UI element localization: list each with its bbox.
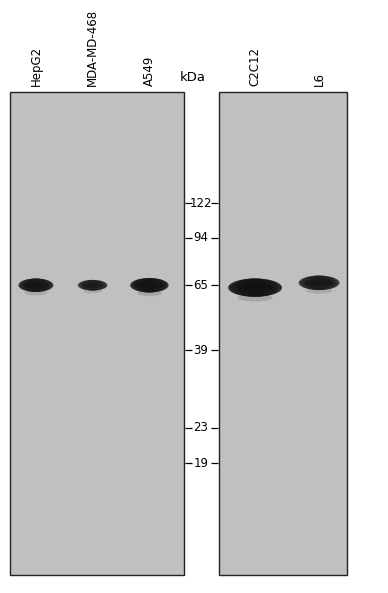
Text: 19: 19 [194, 457, 208, 470]
Ellipse shape [82, 283, 103, 288]
Text: C2C12: C2C12 [249, 47, 262, 86]
Ellipse shape [19, 279, 54, 292]
Bar [10, 92, 184, 575]
Text: A549: A549 [143, 56, 156, 86]
Ellipse shape [84, 280, 102, 291]
Ellipse shape [24, 282, 48, 289]
Ellipse shape [22, 279, 50, 292]
Ellipse shape [81, 280, 104, 291]
Ellipse shape [82, 280, 103, 291]
Ellipse shape [78, 280, 107, 291]
Text: 23: 23 [194, 421, 208, 434]
Text: 94: 94 [194, 231, 208, 244]
Ellipse shape [137, 291, 162, 296]
Text: HepG2: HepG2 [29, 46, 42, 86]
Ellipse shape [136, 278, 163, 292]
Text: MDA-MD-468: MDA-MD-468 [86, 9, 99, 86]
Ellipse shape [303, 276, 336, 290]
Ellipse shape [236, 283, 274, 292]
Ellipse shape [228, 279, 282, 297]
Ellipse shape [79, 280, 106, 291]
Ellipse shape [231, 279, 279, 297]
Bar [219, 92, 347, 575]
Ellipse shape [237, 294, 272, 301]
Ellipse shape [236, 279, 274, 297]
Text: 65: 65 [194, 279, 208, 292]
Ellipse shape [306, 288, 333, 294]
Ellipse shape [24, 290, 47, 295]
Ellipse shape [239, 279, 271, 297]
Ellipse shape [307, 276, 331, 290]
Ellipse shape [20, 279, 52, 292]
Ellipse shape [83, 289, 102, 293]
Ellipse shape [138, 278, 161, 292]
Text: 122: 122 [190, 196, 212, 209]
Ellipse shape [305, 279, 333, 286]
Ellipse shape [24, 279, 48, 292]
Ellipse shape [134, 278, 165, 292]
Ellipse shape [305, 276, 333, 290]
Ellipse shape [132, 278, 167, 292]
Text: kDa: kDa [180, 71, 206, 84]
Ellipse shape [234, 279, 277, 297]
Text: 39: 39 [194, 344, 208, 357]
Text: L6: L6 [313, 72, 326, 86]
Ellipse shape [299, 276, 340, 290]
Ellipse shape [301, 276, 338, 290]
Ellipse shape [26, 279, 47, 292]
Ellipse shape [130, 278, 168, 292]
Ellipse shape [136, 282, 163, 289]
